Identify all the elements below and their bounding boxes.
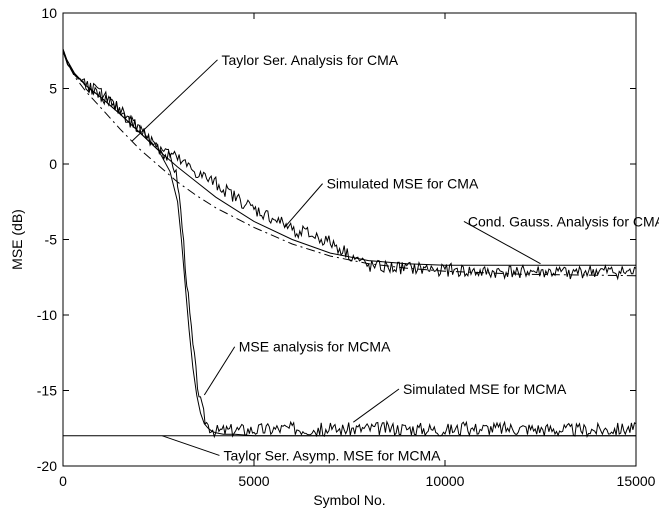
y-tick-label: 5 <box>49 81 57 97</box>
annotation-leader <box>463 220 541 265</box>
x-tick-label: 10000 <box>426 473 465 489</box>
y-tick-label: -15 <box>37 383 57 399</box>
annotation-label: Simulated MSE for CMA <box>327 176 479 192</box>
x-tick-label: 15000 <box>617 473 656 489</box>
annotation-label: Taylor Ser. Analysis for CMA <box>222 52 399 68</box>
y-tick-label: -5 <box>45 232 58 248</box>
axis-ticks: 0 5000 10000 15000 10 5 0 -5 -10 -15 -20 <box>37 5 656 489</box>
annotation-leader <box>284 183 323 228</box>
y-tick-label: -20 <box>37 458 57 474</box>
y-tick-label: 10 <box>41 5 57 21</box>
annotation-label: MSE analysis for MCMA <box>239 339 391 355</box>
x-tick-label: 0 <box>59 473 67 489</box>
x-axis-label: Symbol No. <box>313 492 385 508</box>
annotations-layer: Taylor Ser. Analysis for CMA Simulated MS… <box>131 52 659 463</box>
annotation-label: Taylor Ser. Asymp. MSE for MCMA <box>223 447 441 463</box>
series-line-mse-analysis-mcma <box>62 49 636 437</box>
plot-frame <box>62 12 637 467</box>
x-tick-label: 5000 <box>238 473 269 489</box>
annotation-leader <box>203 346 236 396</box>
annotation-leader <box>162 435 220 456</box>
y-tick-label: -10 <box>37 307 57 323</box>
series-line-sim-cma <box>62 49 637 281</box>
annotation-leader <box>131 59 218 142</box>
annotation-label: Cond. Gauss. Analysis for CMA <box>468 213 659 229</box>
annotation-leader <box>353 388 400 423</box>
y-tick-label: 0 <box>49 156 57 172</box>
series-line-sim-mcma <box>62 49 637 439</box>
series-layer <box>62 49 637 439</box>
y-axis-label: MSE (dB) <box>9 209 25 270</box>
series-line-taylor-cma <box>62 49 637 277</box>
annotation-label: Simulated MSE for MCMA <box>403 381 567 397</box>
